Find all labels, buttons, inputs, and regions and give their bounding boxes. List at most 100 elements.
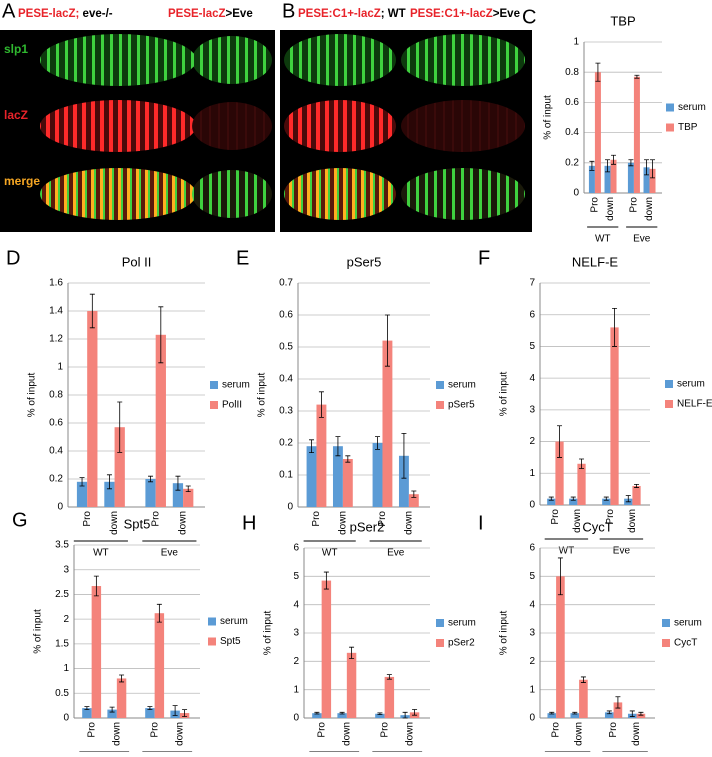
bar — [408, 494, 419, 507]
y-tick-label: 4 — [529, 373, 535, 384]
group-label: WT — [93, 548, 109, 559]
error-bar — [158, 306, 164, 364]
legend-label: serum — [674, 618, 702, 629]
error-bar — [386, 674, 392, 680]
chart-title: CycT — [582, 519, 612, 534]
header-part: PESE:C1+-lacZ — [298, 8, 381, 20]
x-tick-label: Pro — [86, 722, 97, 738]
error-bar — [349, 646, 355, 659]
image-header: PESE-lacZ>Eve — [168, 8, 253, 20]
y-tick-label: 2 — [529, 656, 535, 667]
x-tick-label: Pro — [590, 197, 601, 213]
x-tick-label: down — [627, 509, 638, 533]
panel-letter: B — [282, 0, 295, 22]
panel-letter: I — [478, 512, 484, 534]
y-tick-label: 0 — [57, 502, 63, 513]
bar — [107, 709, 117, 718]
bar — [547, 498, 556, 505]
error-bar — [119, 674, 125, 683]
y-tick-label: 0.6 — [565, 97, 579, 108]
error-bar — [182, 709, 188, 717]
bar — [613, 702, 623, 718]
x-tick-label: down — [174, 722, 185, 746]
header-part: ; WT — [381, 8, 406, 20]
error-bar — [345, 455, 351, 463]
error-bar — [106, 474, 112, 490]
error-bar — [339, 711, 345, 715]
x-tick-label: down — [111, 722, 122, 746]
bar — [547, 713, 557, 718]
x-tick-label: down — [605, 197, 616, 221]
x-tick-label: down — [404, 722, 415, 746]
bar — [610, 327, 619, 505]
error-bar — [606, 710, 612, 715]
y-axis-label: % of input — [263, 611, 274, 656]
header-part: PESE-lacZ — [168, 8, 226, 20]
bar — [588, 165, 595, 193]
x-tick-label: down — [178, 511, 189, 535]
error-bar — [557, 425, 563, 458]
y-tick-label: 1 — [57, 362, 63, 373]
y-tick-label: 0.4 — [279, 374, 293, 385]
error-bar — [93, 575, 99, 597]
y-tick-label: 2 — [293, 656, 299, 667]
bar — [114, 427, 125, 507]
panel-letter: D — [6, 247, 20, 269]
error-bar — [84, 706, 90, 710]
bar — [155, 334, 166, 507]
bar — [627, 162, 634, 193]
legend-swatch — [436, 639, 444, 647]
row-label: slp1 — [4, 42, 28, 56]
bar — [577, 463, 586, 505]
bar — [342, 459, 353, 507]
y-axis-label: % of input — [257, 373, 268, 418]
y-axis-label: % of input — [499, 372, 510, 417]
error-bar — [375, 436, 381, 450]
legend-swatch — [210, 401, 218, 409]
y-tick-label: 3 — [529, 404, 535, 415]
y-tick-label: 0 — [293, 713, 299, 724]
embryos — [40, 34, 525, 220]
error-bar — [109, 706, 115, 713]
error-bar — [548, 496, 554, 501]
legend-label: serum — [677, 379, 705, 390]
error-bar — [634, 483, 640, 488]
bar — [398, 455, 409, 507]
error-bar — [644, 159, 650, 176]
bar — [555, 441, 564, 505]
y-tick-label: 1.5 — [55, 638, 69, 649]
error-bar — [603, 496, 609, 501]
y-axis-label: % of input — [27, 373, 38, 418]
legend-swatch — [666, 123, 674, 132]
error-bar — [579, 458, 585, 469]
legend-swatch — [436, 381, 444, 389]
y-tick-label: 1.4 — [49, 306, 63, 317]
error-bar — [412, 709, 418, 716]
panel-letter: C — [522, 6, 536, 28]
error-bar — [89, 293, 95, 329]
chart-title: Spt5 — [124, 516, 151, 531]
error-bar — [335, 436, 341, 457]
bar — [570, 713, 580, 718]
y-tick-label: 0.3 — [279, 406, 293, 417]
bar — [594, 72, 601, 193]
bar — [384, 676, 395, 718]
bar — [312, 713, 322, 718]
y-tick-label: 3 — [293, 628, 299, 639]
error-bar — [384, 314, 390, 367]
error-bar — [185, 485, 191, 492]
error-bar — [557, 557, 563, 596]
group-label: WT — [595, 234, 611, 245]
error-bar — [612, 307, 618, 347]
x-tick-label: Pro — [82, 511, 93, 527]
bar — [643, 167, 650, 193]
y-tick-label: 6 — [293, 543, 299, 554]
y-tick-label: 3 — [63, 564, 69, 575]
error-bar — [570, 496, 576, 501]
bar — [604, 165, 611, 193]
x-tick-label: down — [404, 511, 415, 535]
y-tick-label: 0.7 — [279, 278, 293, 289]
x-tick-label: Pro — [379, 722, 390, 738]
panel-letter: A — [2, 0, 16, 22]
y-tick-label: 6 — [529, 309, 535, 320]
